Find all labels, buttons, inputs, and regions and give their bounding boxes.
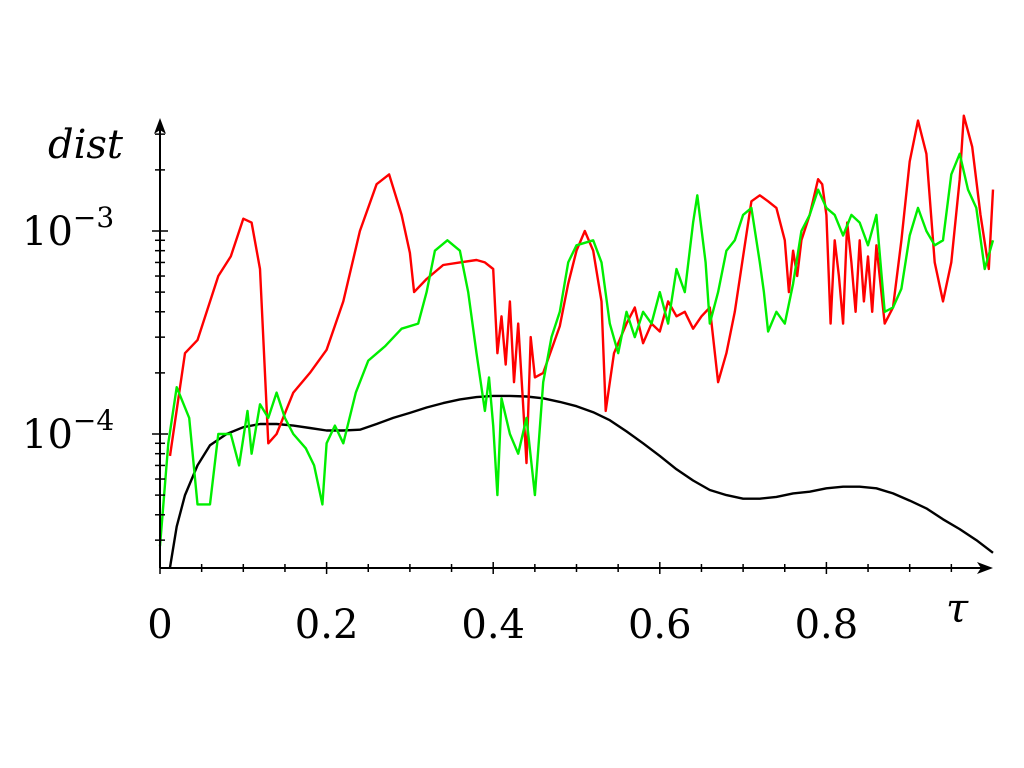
- y-tick-label: 10−4: [22, 404, 114, 458]
- x-axis-arrow: [977, 562, 993, 574]
- series-line-3: [158, 152, 995, 547]
- series-line-2: [168, 114, 995, 465]
- series-layer: [158, 114, 995, 568]
- x-tick-label: 0.4: [461, 602, 525, 648]
- axes-layer: 0 0.2 0.4 0.6 0.8 10−3 10−4: [22, 118, 993, 648]
- x-tick-label: 0.2: [295, 602, 359, 648]
- y-tick-label: 10−3: [22, 201, 114, 255]
- series-line-1: [168, 394, 994, 568]
- labels-layer: dist τ: [48, 122, 969, 632]
- y-axis-arrow: [154, 118, 166, 134]
- x-axis-title: τ: [946, 586, 969, 632]
- x-tick-label: 0.6: [628, 602, 692, 648]
- y-axis-title: dist: [48, 122, 124, 168]
- x-tick-label: 0: [147, 602, 172, 648]
- x-tick-label: 0.8: [795, 602, 859, 648]
